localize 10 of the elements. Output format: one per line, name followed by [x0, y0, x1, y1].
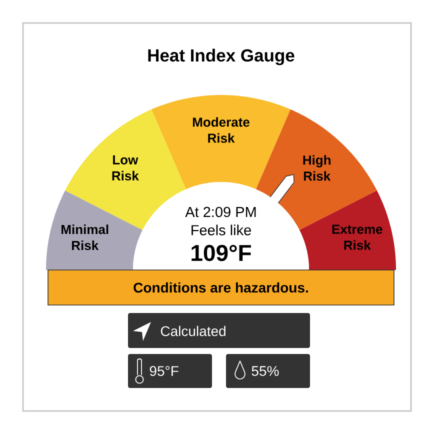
slice-label: Moderate Risk: [192, 117, 250, 143]
slice-label: Extreme Risk: [332, 224, 382, 250]
text: 95°F: [150, 366, 178, 376]
slice-label: High Risk: [303, 155, 331, 181]
chart-title: Heat Index Gauge: [148, 48, 294, 66]
text: 55%: [252, 366, 279, 376]
slice-label: Minimal Risk: [62, 224, 108, 250]
text: Conditions are hazardous.: [134, 282, 308, 293]
text: Calculated: [160, 326, 226, 336]
slice-label: Low Risk: [112, 155, 139, 180]
